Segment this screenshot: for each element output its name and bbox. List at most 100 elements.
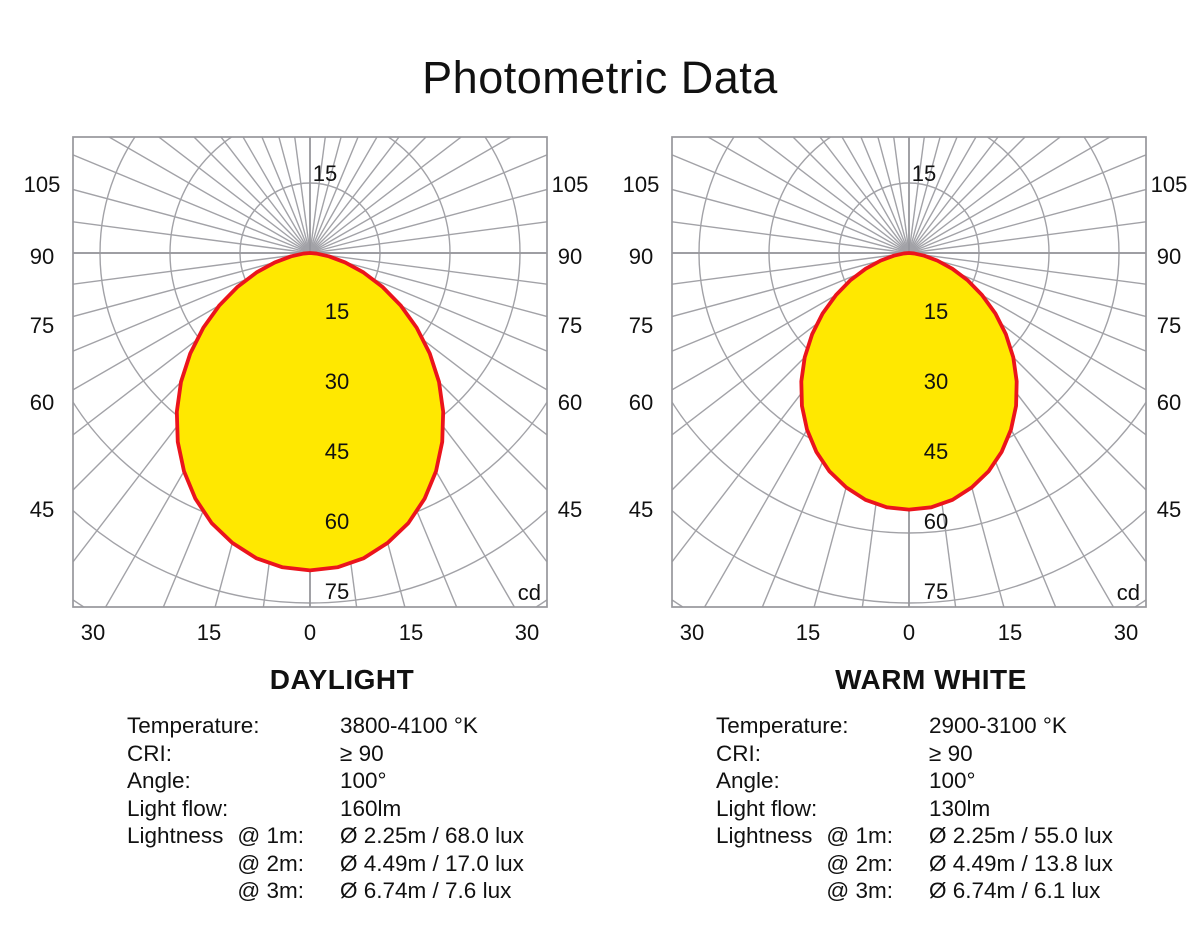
spec-label: CRI: [127,740,340,768]
angle-label-right: 60 [1157,390,1181,415]
spec-label-distance: @ 2m: [237,850,304,876]
chart-frame [72,136,548,608]
spec-label-distance [893,712,929,740]
radial-tick-label: 15 [325,299,349,324]
spec-row: @ 3m: Ø 6.74m / 7.6 lux [127,877,557,905]
spec-label-distance [304,767,340,795]
angle-label-bottom: 30 [680,620,704,645]
radial-tick-label: 30 [325,369,349,394]
angle-grid-line [73,252,311,285]
spec-label-name: Light flow: [127,795,229,821]
angle-grid-line [309,137,342,254]
spec-label-name: CRI: [127,740,172,766]
angle-label-right: 90 [558,244,582,269]
angle-grid-line [309,137,513,254]
spec-label-name: Temperature: [716,713,849,738]
angle-label-bottom: 30 [515,620,539,645]
radial-tick-label: 60 [325,509,349,534]
spec-label-distance [304,712,340,740]
spec-row: Angle: 100° [127,767,557,795]
angle-grid-line [73,188,311,254]
spec-row: CRI: ≥ 90 [716,740,1146,768]
angle-label-bottom: 15 [399,620,423,645]
radial-tick-label-top: 15 [313,161,337,186]
angle-label-right: 75 [1157,313,1181,338]
angle-grid-line [157,137,311,254]
spec-row: Lightness @ 1m: Ø 2.25m / 68.0 lux [127,822,557,850]
spec-label-name: Lightness [127,823,224,848]
spec-label-name: Light flow: [716,795,818,821]
angle-grid-line [107,137,311,254]
radial-tick-label: 60 [924,509,948,534]
spec-label: Temperature: [127,712,340,740]
angle-grid-line [908,252,1146,391]
angle-grid-line [672,221,910,254]
angle-grid-line [908,137,941,254]
spec-label-distance [304,795,340,823]
spec-row: Temperature: 2900-3100 °K [716,712,1146,740]
spec-row: @ 2m: Ø 4.49m / 13.8 lux [716,850,1146,878]
angle-grid-line [242,137,311,254]
spec-label: @ 2m: [716,850,929,878]
angle-label-right: 90 [1157,244,1181,269]
radial-unit-label: cd [1117,580,1140,605]
angle-grid-line [309,137,378,254]
spec-label: Lightness @ 1m: [127,822,340,850]
angle-grid-line [73,252,311,318]
angle-grid-line [261,137,311,254]
spec-value: Ø 2.25m / 55.0 lux [929,823,1113,848]
spec-table: Temperature: 2900-3100 °K CRI: ≥ 90 Angle: 10… [716,712,1146,905]
spec-row: Light flow: 130lm [716,795,1146,823]
angle-grid-line [672,252,910,391]
spec-label: CRI: [716,740,929,768]
angle-label-left: 90 [629,244,653,269]
spec-value: 3800-4100 °K [340,713,478,738]
angle-grid-line [792,137,910,254]
angle-label-right: 45 [1157,497,1181,522]
spec-value: ≥ 90 [929,740,973,766]
angle-grid-line [309,137,427,254]
angle-grid-line [309,252,547,285]
angle-label-left: 60 [629,390,653,415]
angle-label-bottom: 15 [998,620,1022,645]
radial-tick-label: 75 [924,579,948,604]
angle-label-bottom: 30 [81,620,105,645]
spec-label: @ 3m: [716,877,929,905]
radial-tick-label: 15 [924,299,948,324]
angle-grid-line [672,154,910,254]
spec-label-distance: @ 2m: [826,850,893,876]
chart-frame [671,136,1147,608]
angle-label-left: 75 [629,313,653,338]
spec-value: ≥ 90 [340,740,384,766]
angle-grid-line [908,221,1146,254]
angle-grid-line [908,252,1146,352]
spec-label: @ 2m: [127,850,340,878]
spec-label-distance: @ 3m: [237,878,304,903]
spec-value: 100° [340,768,387,793]
polar-chart-warm-white: 15 30 45 60 75 15 cd 105 105 90 90 75 75 60 60 45 45 30 15… [623,136,1187,645]
angle-grid-line [908,137,1026,254]
angle-grid-line [73,154,311,254]
spec-value: Ø 2.25m / 68.0 lux [340,823,524,848]
spec-label-name: CRI: [716,740,761,766]
angle-grid-line [908,137,999,254]
spec-label: Temperature: [716,712,929,740]
spec-value: Ø 4.49m / 17.0 lux [340,850,524,876]
spec-row: @ 2m: Ø 4.49m / 17.0 lux [127,850,557,878]
angle-label-left: 90 [30,244,54,269]
angle-grid-line [672,252,910,352]
spec-table: Temperature: 3800-4100 °K CRI: ≥ 90 Angle: 10… [127,712,557,905]
spec-label-name: Angle: [716,768,780,793]
angle-grid-line [309,252,547,391]
chart-heading-warm-white: WARM WHITE [835,664,1027,695]
radial-tick-label: 30 [924,369,948,394]
angle-label-bottom: 15 [796,620,820,645]
angle-label-right: 60 [558,390,582,415]
angle-label-left: 60 [30,390,54,415]
angle-label-left: 75 [30,313,54,338]
angle-label-right: 45 [558,497,582,522]
spec-value: 100° [929,768,976,793]
spec-label: @ 3m: [127,877,340,905]
spec-value: 130lm [929,795,991,821]
